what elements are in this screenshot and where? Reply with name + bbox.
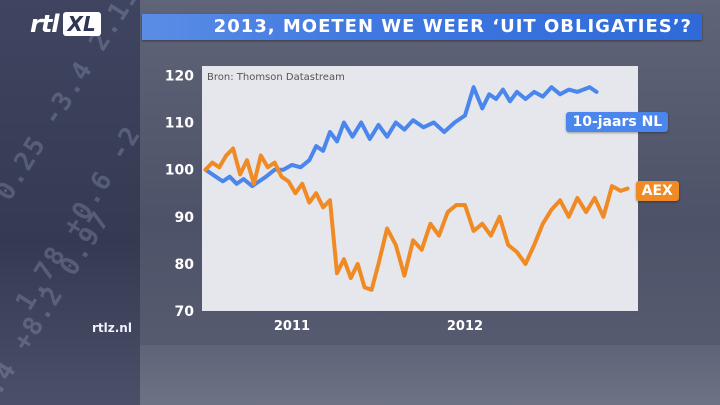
series-line-aex — [203, 146, 630, 292]
plot-area — [202, 66, 638, 311]
title-bar: 2013, MOETEN WE WEER ‘UIT OBLIGATIES’? — [142, 14, 702, 40]
y-tick-label: 100 — [165, 163, 194, 179]
y-tick-label: 120 — [165, 68, 194, 84]
series-label-aex: AEX — [635, 180, 679, 201]
y-tick-label: 90 — [175, 210, 195, 226]
logo-rtl-text: rtl — [30, 10, 60, 38]
series-label-10jaars-nl: 10-jaars NL — [566, 111, 669, 132]
source-note: Bron: Thomson Datastream — [207, 72, 345, 83]
lower-band — [140, 345, 720, 405]
y-tick-label: 80 — [175, 257, 195, 273]
left-decor-panel: 0.25 -3.4 2.11 1.78 +0.6 -2.4 3.4 +8.2 0… — [0, 0, 140, 405]
site-url: rtlz.nl — [92, 321, 132, 335]
series-line-10jaars-nl — [203, 85, 599, 189]
x-axis: 2011 2012 — [274, 319, 483, 334]
x-tick-label: 2012 — [447, 319, 483, 334]
logo-xl-badge: XL — [62, 12, 101, 36]
y-axis: 70 80 90 100 110 120 — [165, 68, 194, 320]
rtl-xl-logo: rtl XL — [30, 9, 101, 39]
y-tick-label: 110 — [165, 116, 194, 132]
y-tick-label: 70 — [175, 304, 195, 320]
x-tick-label: 2011 — [274, 319, 310, 334]
series-lines — [203, 85, 630, 292]
page-title: 2013, MOETEN WE WEER ‘UIT OBLIGATIES’? — [213, 16, 692, 37]
